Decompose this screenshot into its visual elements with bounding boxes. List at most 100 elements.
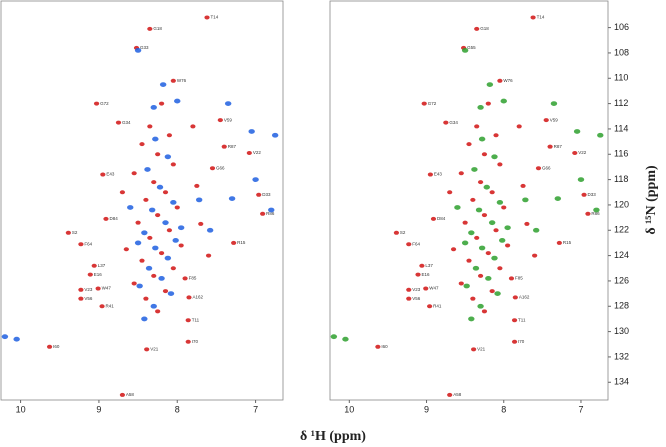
peak xyxy=(13,336,20,342)
y-tick-label: 116 xyxy=(614,149,628,159)
peak-label: R41 xyxy=(433,303,442,308)
peak-label: R86 xyxy=(591,211,600,216)
peak xyxy=(461,48,469,53)
peak xyxy=(481,309,488,314)
peak xyxy=(585,211,591,216)
peak xyxy=(406,287,412,292)
peak-label: E16 xyxy=(422,272,431,277)
peak xyxy=(134,240,142,246)
peak xyxy=(508,276,515,281)
peak-label: R87 xyxy=(554,144,563,149)
peak xyxy=(330,334,338,340)
peak xyxy=(471,167,478,172)
peak xyxy=(147,124,153,129)
x-axis-label: δ ¹H (ppm) xyxy=(300,429,366,444)
peak xyxy=(468,316,475,322)
peak xyxy=(530,15,536,20)
peak-label: W76 xyxy=(503,78,513,83)
peak xyxy=(143,296,149,301)
peak xyxy=(494,291,501,296)
peak xyxy=(164,154,172,160)
peak-label: G72 xyxy=(100,101,109,106)
peak-label: R15 xyxy=(237,240,246,245)
peak xyxy=(496,200,504,205)
peak-label: S2 xyxy=(400,230,406,235)
peak xyxy=(256,192,262,197)
peak-label: D33 xyxy=(588,192,597,197)
y-tick-label: 130 xyxy=(614,326,629,336)
x-tick-label: 9 xyxy=(424,404,429,414)
y-tick-label: 106 xyxy=(614,22,629,32)
peak xyxy=(185,339,191,344)
peak-label: G34 xyxy=(449,120,458,125)
peak-label: V56 xyxy=(84,296,93,301)
peak-label: D33 xyxy=(262,192,271,197)
peak-label: E43 xyxy=(434,172,443,177)
y-tick-label: 132 xyxy=(614,351,629,361)
peak xyxy=(194,183,200,188)
peak xyxy=(474,26,480,31)
peak xyxy=(573,129,581,134)
peak xyxy=(415,272,421,277)
peak xyxy=(581,192,587,197)
peak xyxy=(458,281,464,286)
peak xyxy=(486,82,494,87)
peak xyxy=(532,227,540,233)
peak xyxy=(166,133,173,138)
peak xyxy=(158,101,165,106)
peak xyxy=(461,240,469,246)
peak xyxy=(150,303,157,309)
peak xyxy=(186,295,192,300)
peak xyxy=(470,197,476,202)
peak xyxy=(488,220,496,226)
peak-label: V56 xyxy=(412,296,421,301)
peak-label: F85 xyxy=(515,276,523,281)
y-tick-label: 110 xyxy=(614,73,628,83)
peak xyxy=(491,154,498,160)
peak xyxy=(151,180,157,185)
peak-label: S2 xyxy=(72,230,78,235)
peak xyxy=(489,190,495,195)
peak xyxy=(430,216,437,221)
peak xyxy=(406,296,412,301)
peak xyxy=(172,238,179,243)
y-tick-label: 124 xyxy=(614,250,629,260)
peak-label: V22 xyxy=(253,150,262,155)
x-tick-label: 9 xyxy=(96,404,101,414)
peak xyxy=(485,101,491,106)
peak xyxy=(93,101,100,106)
peak xyxy=(148,207,156,213)
peak xyxy=(419,263,425,268)
peak-label: T14 xyxy=(537,15,545,20)
peak xyxy=(228,196,236,202)
peak-label: W76 xyxy=(177,78,187,83)
peak-label: G55 xyxy=(467,45,476,50)
peak-label: L37 xyxy=(425,263,433,268)
peak xyxy=(178,243,184,248)
peak-label: V59 xyxy=(550,117,559,122)
peak xyxy=(134,48,142,53)
peak xyxy=(493,228,499,233)
peak-label: G66 xyxy=(542,165,551,170)
peak xyxy=(427,304,433,309)
peak xyxy=(99,304,105,309)
y-tick-label: 134 xyxy=(614,377,629,387)
peak xyxy=(217,118,223,123)
peak xyxy=(462,220,468,225)
x-tick-label: 8 xyxy=(175,404,180,414)
peak xyxy=(447,190,453,195)
peak xyxy=(46,344,53,349)
y-tick-label: 128 xyxy=(614,301,629,311)
peak xyxy=(204,15,210,20)
peak xyxy=(151,273,157,278)
y-tick-label: 118 xyxy=(614,174,628,184)
panel-frame xyxy=(329,0,609,401)
peak-label: G18 xyxy=(153,26,162,31)
peak-label: F64 xyxy=(412,241,420,246)
peak-label: R86 xyxy=(266,211,275,216)
peak xyxy=(493,133,499,138)
peak xyxy=(131,171,137,176)
peak-label: G66 xyxy=(216,165,225,170)
peak xyxy=(182,276,188,281)
peak xyxy=(447,392,453,397)
